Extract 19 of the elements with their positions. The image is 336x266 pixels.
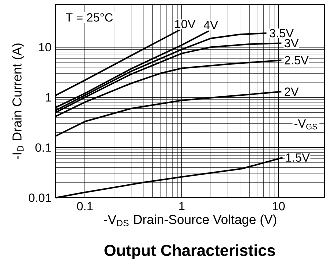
series-label: 3.5V (270, 29, 294, 38)
series-label: 4V (204, 21, 218, 30)
y-tick-label: 1 (46, 94, 52, 102)
series-label: 3V (284, 39, 299, 48)
series-label: 10V (175, 20, 196, 29)
y-tick-label: 0.1 (36, 144, 52, 152)
x-tick-label: 0.1 (77, 202, 93, 211)
y-tick-label: 0.01 (29, 194, 52, 202)
x-tick-label: 10 (273, 202, 285, 211)
x-axis-title: -V$_{DS}$ Drain-Source Voltage (V) (104, 214, 276, 227)
annotation: -V$_{GS}$ (294, 120, 318, 130)
series-label: 1.5V (286, 154, 310, 162)
annotation: T = 25°C (66, 13, 113, 22)
y-axis-title: -I$_{D}$ Drain Current (A) (12, 44, 24, 160)
y-tick-label: 10 (39, 43, 52, 52)
text: Output Characteristics (104, 244, 276, 260)
x-tick-label: 1 (180, 202, 185, 210)
series-label: 2V (284, 88, 299, 96)
series-label: 2.5V (284, 56, 309, 65)
